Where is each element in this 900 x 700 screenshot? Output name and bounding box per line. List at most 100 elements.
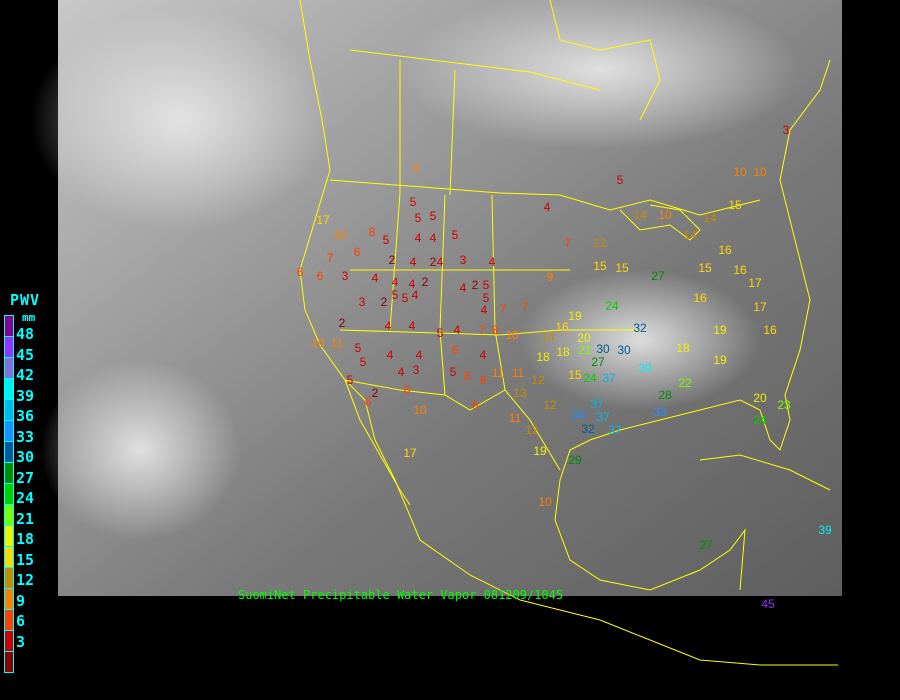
cloud-band xyxy=(30,10,330,230)
station-pwv-value: 11 xyxy=(512,366,525,380)
station-pwv-value: 30 xyxy=(596,342,610,356)
station-pwv-value: 6 xyxy=(404,383,411,397)
color-scale-tick: 48 xyxy=(16,325,35,343)
station-pwv-value: 5 xyxy=(415,211,422,225)
station-pwv-value: 16 xyxy=(555,320,569,334)
station-pwv-value: 10 xyxy=(733,165,747,179)
gulf-coast xyxy=(559,59,831,481)
station-pwv-value: 5 xyxy=(450,365,457,379)
station-pwv-value: 13 xyxy=(513,386,527,400)
station-pwv-value: 18 xyxy=(536,350,550,364)
station-pwv-value: 12 xyxy=(525,423,539,437)
station-pwv-value: 5 xyxy=(483,291,490,305)
province-line xyxy=(449,69,456,196)
station-pwv-value: 11 xyxy=(492,366,505,380)
station-pwv-value: 23 xyxy=(777,398,791,412)
station-pwv-value: 37 xyxy=(602,371,616,385)
station-pwv-value: 4 xyxy=(412,288,419,302)
station-pwv-value: 10 xyxy=(753,165,767,179)
station-pwv-value: 27 xyxy=(591,355,605,369)
station-pwv-value: 7 xyxy=(327,251,334,265)
station-pwv-value: 17 xyxy=(753,300,767,314)
mexico-gulf-coast xyxy=(554,479,746,591)
station-pwv-value: 5 xyxy=(437,326,444,340)
station-pwv-value: 7 xyxy=(522,300,529,314)
station-pwv-value: 8 xyxy=(464,369,471,383)
station-pwv-value: 12 xyxy=(531,373,545,387)
station-pwv-value: 9 xyxy=(547,270,554,284)
station-pwv-value: 14 xyxy=(703,211,717,225)
station-pwv-value: 3 xyxy=(460,253,467,267)
station-pwv-value: 39 xyxy=(638,361,652,375)
color-swatch xyxy=(4,420,14,441)
station-pwv-value: 27 xyxy=(699,538,713,552)
station-pwv-value: 4 xyxy=(437,255,444,269)
color-swatch xyxy=(4,630,14,651)
coastline-boundaries xyxy=(299,0,838,666)
hudson-bay xyxy=(549,0,661,121)
cloud-band xyxy=(40,360,240,540)
color-swatch xyxy=(4,546,14,567)
station-pwv-value: 39 xyxy=(818,523,832,537)
color-swatch xyxy=(4,399,14,420)
station-pwv-value: 22 xyxy=(678,376,692,390)
station-pwv-value: 2 xyxy=(422,275,429,289)
station-pwv-value: 4 xyxy=(454,323,461,337)
station-pwv-value: 21 xyxy=(578,343,592,357)
color-scale-tick: 18 xyxy=(16,530,35,548)
color-scale-tick: 24 xyxy=(16,489,35,507)
station-pwv-value: 24 xyxy=(753,413,767,427)
station-pwv-value: 11 xyxy=(509,411,522,425)
color-swatch xyxy=(4,441,14,462)
station-pwv-value: 4 xyxy=(460,281,467,295)
station-pwv-value: 8 xyxy=(492,323,499,337)
station-pwv-value: 2 xyxy=(389,253,396,267)
station-pwv-value: 4 xyxy=(481,303,488,317)
station-pwv-value: 4 xyxy=(387,348,394,362)
baja-california xyxy=(344,379,411,506)
map-caption: SuomiNet Precipitable Water Vapor 081209… xyxy=(238,588,564,602)
station-pwv-value: 18 xyxy=(676,341,690,355)
color-swatch xyxy=(4,504,14,525)
state-line xyxy=(339,329,640,336)
station-pwv-value: 19 xyxy=(568,309,582,323)
station-pwv-value: 32 xyxy=(581,422,595,436)
color-swatch xyxy=(4,651,14,673)
state-line xyxy=(389,192,401,331)
cuba xyxy=(699,454,831,491)
station-pwv-value: 4 xyxy=(489,255,496,269)
station-pwv-value: 15 xyxy=(593,259,607,273)
color-scale-tick: 42 xyxy=(16,366,35,384)
station-pwv-value: 8 xyxy=(369,225,376,239)
station-pwv-value: 20 xyxy=(577,331,591,345)
station-pwv-value: 32 xyxy=(633,321,647,335)
station-pwv-value: 11 xyxy=(331,336,344,350)
station-pwv-value: 16 xyxy=(693,291,707,305)
station-pwv-value: 15 xyxy=(568,368,582,382)
station-pwv-value: 5 xyxy=(617,173,624,187)
station-pwv-value: 6 xyxy=(317,269,324,283)
legend-title: PWV xyxy=(10,291,41,309)
color-scale-tick: 3 xyxy=(16,632,26,651)
station-pwv-value: 3 xyxy=(359,295,366,309)
station-pwv-value: 12 xyxy=(543,398,557,412)
color-scale-tick: 27 xyxy=(16,468,35,487)
color-swatch xyxy=(4,462,14,483)
color-scale-tick: 39 xyxy=(16,386,35,405)
station-pwv-value: 12 xyxy=(593,236,607,250)
station-pwv-value: 4 xyxy=(398,365,405,379)
station-pwv-value: 17 xyxy=(316,213,330,227)
station-pwv-value: 5 xyxy=(347,373,354,387)
station-pwv-value: 10 xyxy=(413,403,427,417)
color-swatch xyxy=(4,378,14,399)
station-pwv-value: 7 xyxy=(500,302,507,316)
state-line xyxy=(491,194,506,391)
station-pwv-value: 10 xyxy=(658,208,672,222)
station-pwv-value: 18 xyxy=(556,345,570,359)
color-swatch xyxy=(4,483,14,504)
station-pwv-value: 4 xyxy=(480,348,487,362)
station-pwv-value: 9 xyxy=(413,161,420,175)
station-pwv-value: 5 xyxy=(483,278,490,292)
state-line xyxy=(439,194,446,396)
station-pwv-value: 28 xyxy=(658,388,672,402)
